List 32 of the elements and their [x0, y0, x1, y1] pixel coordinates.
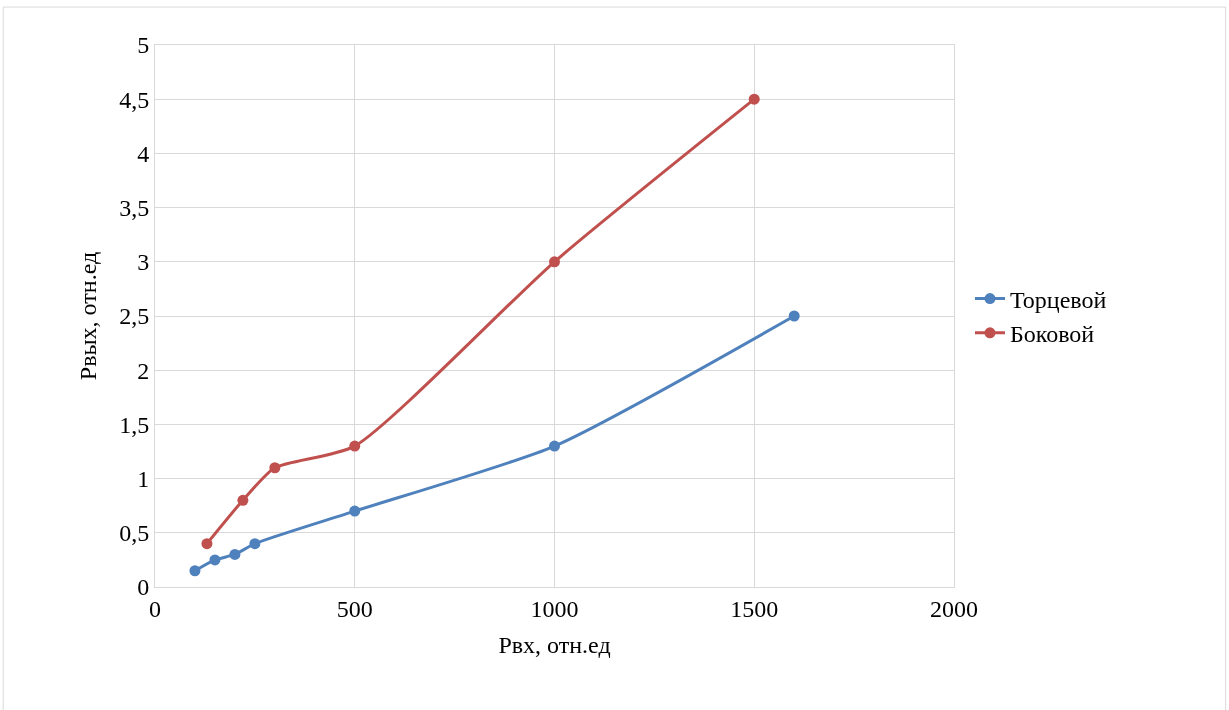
point [201, 538, 213, 550]
y-tick-label: 3 [137, 249, 150, 276]
point [189, 565, 201, 577]
y-tick-label: 2,5 [119, 303, 150, 330]
legend-label: Боковой [1009, 321, 1095, 348]
y-tick-label: 4,5 [119, 86, 150, 113]
y-tick-label: 4 [137, 140, 150, 167]
x-tick-label: 2000 [930, 595, 978, 622]
x-tick-label: 1500 [730, 595, 779, 622]
x-tick-label: 1000 [530, 595, 579, 622]
point [269, 462, 281, 474]
y-tick-label: 3,5 [119, 195, 150, 221]
y-tick-label: 0 [137, 574, 150, 601]
y-tick-label: 0,5 [119, 520, 150, 547]
y-tick-label: 1,5 [119, 411, 150, 438]
point [229, 548, 241, 560]
point [788, 310, 800, 322]
point [349, 440, 361, 452]
y-tick-label: 5 [137, 32, 150, 59]
point [209, 554, 221, 566]
y-axis-title: Pвых, отн.ед [75, 251, 102, 381]
y-tick-label: 2 [137, 357, 150, 384]
x-tick-label: 500 [336, 595, 373, 622]
x-axis-title: Pвх, отн.ед [498, 632, 611, 659]
point [249, 538, 261, 550]
point [237, 494, 249, 506]
point [549, 256, 560, 268]
y-tick-label: 1 [137, 466, 150, 492]
legend-label: Торцевой [1009, 286, 1107, 313]
point [349, 505, 361, 517]
point [549, 440, 560, 452]
point [748, 93, 760, 105]
